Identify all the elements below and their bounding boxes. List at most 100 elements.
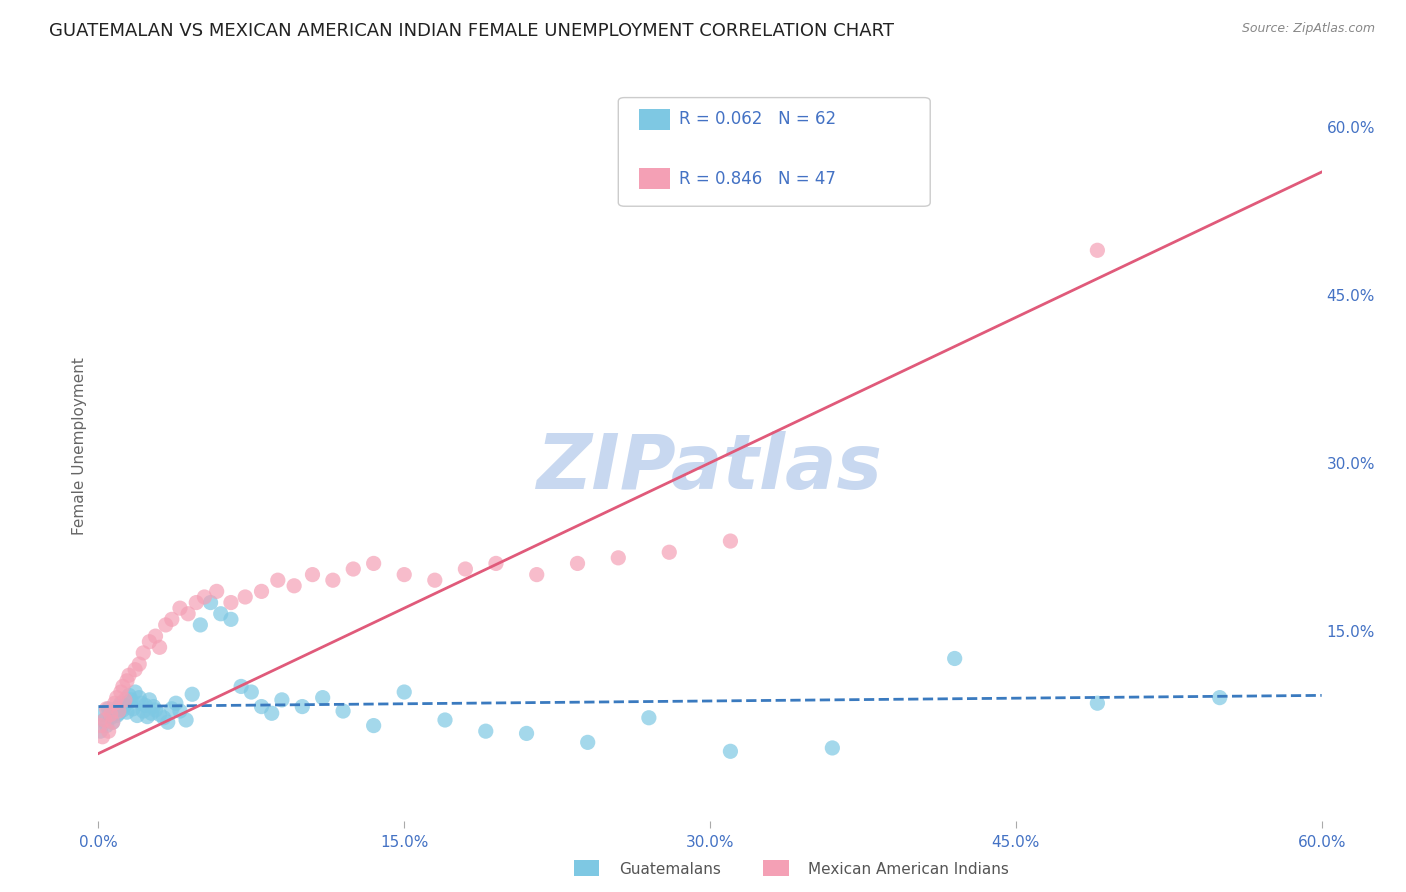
Point <box>108 699 131 714</box>
Point <box>718 744 742 758</box>
Point <box>943 651 966 665</box>
Point <box>423 573 446 587</box>
Point <box>485 557 508 571</box>
Point <box>138 634 160 648</box>
Point <box>322 573 344 587</box>
Point <box>101 715 124 730</box>
Point <box>219 596 242 610</box>
Point <box>165 696 187 710</box>
Point <box>1085 244 1108 258</box>
Point <box>174 713 197 727</box>
Point <box>607 550 630 565</box>
Point <box>115 705 138 719</box>
Point <box>100 707 122 722</box>
Point <box>1085 696 1108 710</box>
Point <box>111 680 134 694</box>
Point <box>114 693 136 707</box>
Point <box>205 584 228 599</box>
Point <box>474 724 498 739</box>
Point <box>169 601 191 615</box>
Point <box>152 711 174 725</box>
Text: Source: ZipAtlas.com: Source: ZipAtlas.com <box>1241 22 1375 36</box>
Point <box>124 685 146 699</box>
Point <box>110 685 132 699</box>
Point <box>363 557 385 571</box>
Point <box>111 703 134 717</box>
Point <box>155 618 177 632</box>
Point <box>332 704 354 718</box>
Point <box>105 690 128 705</box>
Point <box>177 607 200 621</box>
Point <box>267 573 290 587</box>
Text: Mexican American Indians: Mexican American Indians <box>808 863 1010 877</box>
FancyBboxPatch shape <box>619 97 931 206</box>
Point <box>145 629 167 643</box>
Point <box>240 685 263 699</box>
Point <box>142 699 165 714</box>
Point <box>392 685 416 699</box>
Point <box>209 607 232 621</box>
Point <box>526 567 548 582</box>
Point <box>301 567 323 582</box>
Point <box>567 557 589 571</box>
Point <box>105 708 128 723</box>
Point <box>100 711 122 725</box>
Point <box>181 687 204 701</box>
Point <box>233 590 256 604</box>
Point <box>149 640 172 655</box>
Point <box>108 706 131 721</box>
Point <box>138 693 160 707</box>
Point <box>156 715 179 730</box>
Point <box>91 707 114 722</box>
Point <box>186 596 208 610</box>
Point <box>169 704 191 718</box>
Point <box>160 702 183 716</box>
Bar <box>763 860 789 876</box>
Point <box>291 699 314 714</box>
Point <box>118 689 141 703</box>
Point <box>129 696 152 710</box>
Point <box>115 673 138 688</box>
Point <box>108 704 131 718</box>
Point <box>114 698 136 713</box>
Point <box>91 730 114 744</box>
Point <box>89 724 111 739</box>
Point <box>260 706 283 721</box>
Point <box>145 703 167 717</box>
Point <box>454 562 477 576</box>
Point <box>136 709 159 723</box>
Point <box>97 724 120 739</box>
Point <box>127 708 149 723</box>
Bar <box>574 860 599 876</box>
Point <box>93 713 115 727</box>
Point <box>104 704 127 718</box>
Bar <box>640 109 669 130</box>
Point <box>96 702 118 716</box>
Point <box>128 690 150 705</box>
Point <box>718 534 742 549</box>
Point <box>576 735 599 749</box>
Point <box>658 545 681 559</box>
Point <box>149 707 172 722</box>
Point <box>200 596 222 610</box>
Text: ZIPatlas: ZIPatlas <box>537 432 883 506</box>
Text: R = 0.062   N = 62: R = 0.062 N = 62 <box>679 111 837 128</box>
Y-axis label: Female Unemployment: Female Unemployment <box>72 357 87 535</box>
Point <box>134 698 156 713</box>
Point <box>93 713 115 727</box>
Point <box>1209 690 1232 705</box>
Point <box>231 680 253 694</box>
Point <box>128 657 150 671</box>
Point <box>132 704 155 718</box>
Point <box>160 612 183 626</box>
Point <box>89 718 111 732</box>
Point <box>141 706 163 721</box>
Point <box>250 584 273 599</box>
Point <box>120 693 142 707</box>
Point <box>250 699 273 714</box>
Point <box>132 646 155 660</box>
Point <box>96 718 118 732</box>
Point <box>122 702 145 716</box>
Point <box>124 663 146 677</box>
Point <box>363 718 385 732</box>
